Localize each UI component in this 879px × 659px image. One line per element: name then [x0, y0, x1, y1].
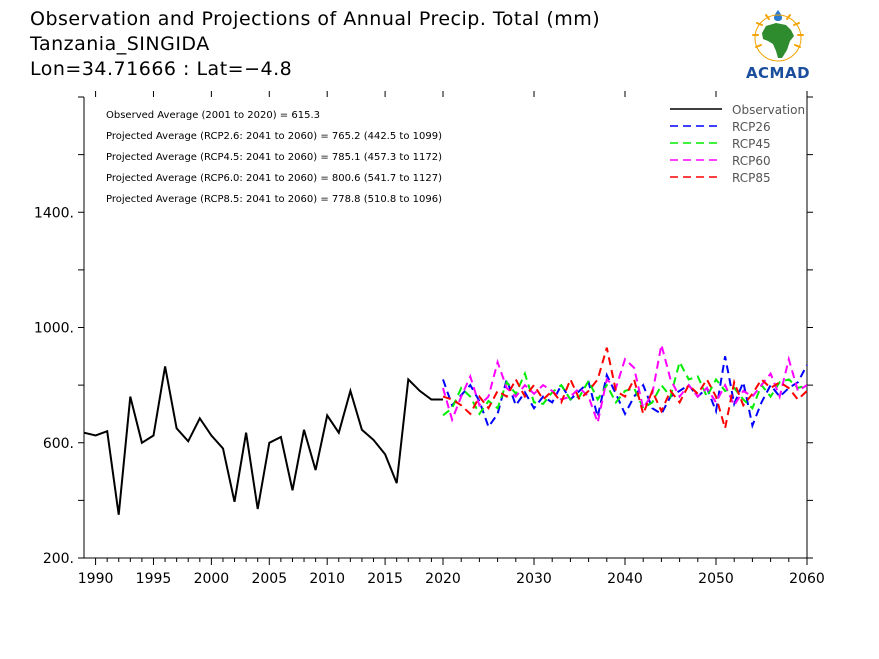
x-tick-label: 1995	[136, 571, 172, 587]
x-tick-label: 2005	[251, 571, 287, 587]
stat-line: Observed Average (2001 to 2020) = 615.3	[106, 110, 320, 121]
x-tick-label: 1990	[78, 571, 114, 587]
africa-map-icon	[752, 10, 804, 62]
legend-label: RCP26	[732, 120, 771, 134]
x-tick-label: 2010	[309, 571, 345, 587]
y-tick-label: 200.	[43, 551, 74, 567]
x-tick-label: 2020	[425, 571, 461, 587]
legend-label: Observation	[732, 103, 805, 117]
stat-line: Projected Average (RCP2.6: 2041 to 2060)…	[106, 131, 442, 142]
axes: 200. 600. 1000. 1400. 1990 1995 2000 2005 2010 20…	[34, 91, 825, 587]
legend-label: RCP85	[732, 171, 771, 185]
series-line-rcp45	[442, 359, 808, 417]
stats-annotations: Observed Average (2001 to 2020) = 615.3 P…	[106, 110, 442, 205]
series-line-rcp26	[442, 356, 808, 430]
x-tick-label: 2000	[194, 571, 230, 587]
x-tick-label: 2040	[607, 571, 643, 587]
x-tick-label: 2050	[698, 571, 734, 587]
chart-subtitle-location: Tanzania_SINGIDA	[30, 33, 210, 55]
y-tick-label: 1000.	[34, 321, 74, 337]
acmad-logo-text: ACMAD	[745, 64, 811, 82]
y-tick-label: 1400.	[34, 205, 74, 221]
legend-label: RCP60	[732, 154, 771, 168]
stat-line: Projected Average (RCP6.0: 2041 to 2060)…	[106, 173, 442, 184]
y-tick-label: 600.	[43, 436, 74, 452]
series-layer	[83, 344, 808, 515]
x-tick-label: 2060	[789, 571, 825, 587]
series-line-rcp85	[442, 347, 808, 429]
series-line-rcp60	[442, 344, 808, 427]
chart-title: Observation and Projections of Annual Pr…	[30, 8, 601, 30]
chart-subtitle-coordinates: Lon=34.71666 : Lat=−4.8	[30, 58, 293, 80]
stat-line: Projected Average (RCP8.5: 2041 to 2060)…	[106, 194, 442, 205]
stat-line: Projected Average (RCP4.5: 2041 to 2060)…	[106, 152, 442, 163]
x-tick-label: 2015	[367, 571, 403, 587]
x-tick-label: 2030	[516, 571, 552, 587]
legend: Observation RCP26 RCP45 RCP60 RCP85	[670, 103, 805, 185]
legend-label: RCP45	[732, 137, 771, 151]
acmad-logo: ACMAD	[738, 8, 818, 84]
series-line-observation	[83, 366, 443, 515]
